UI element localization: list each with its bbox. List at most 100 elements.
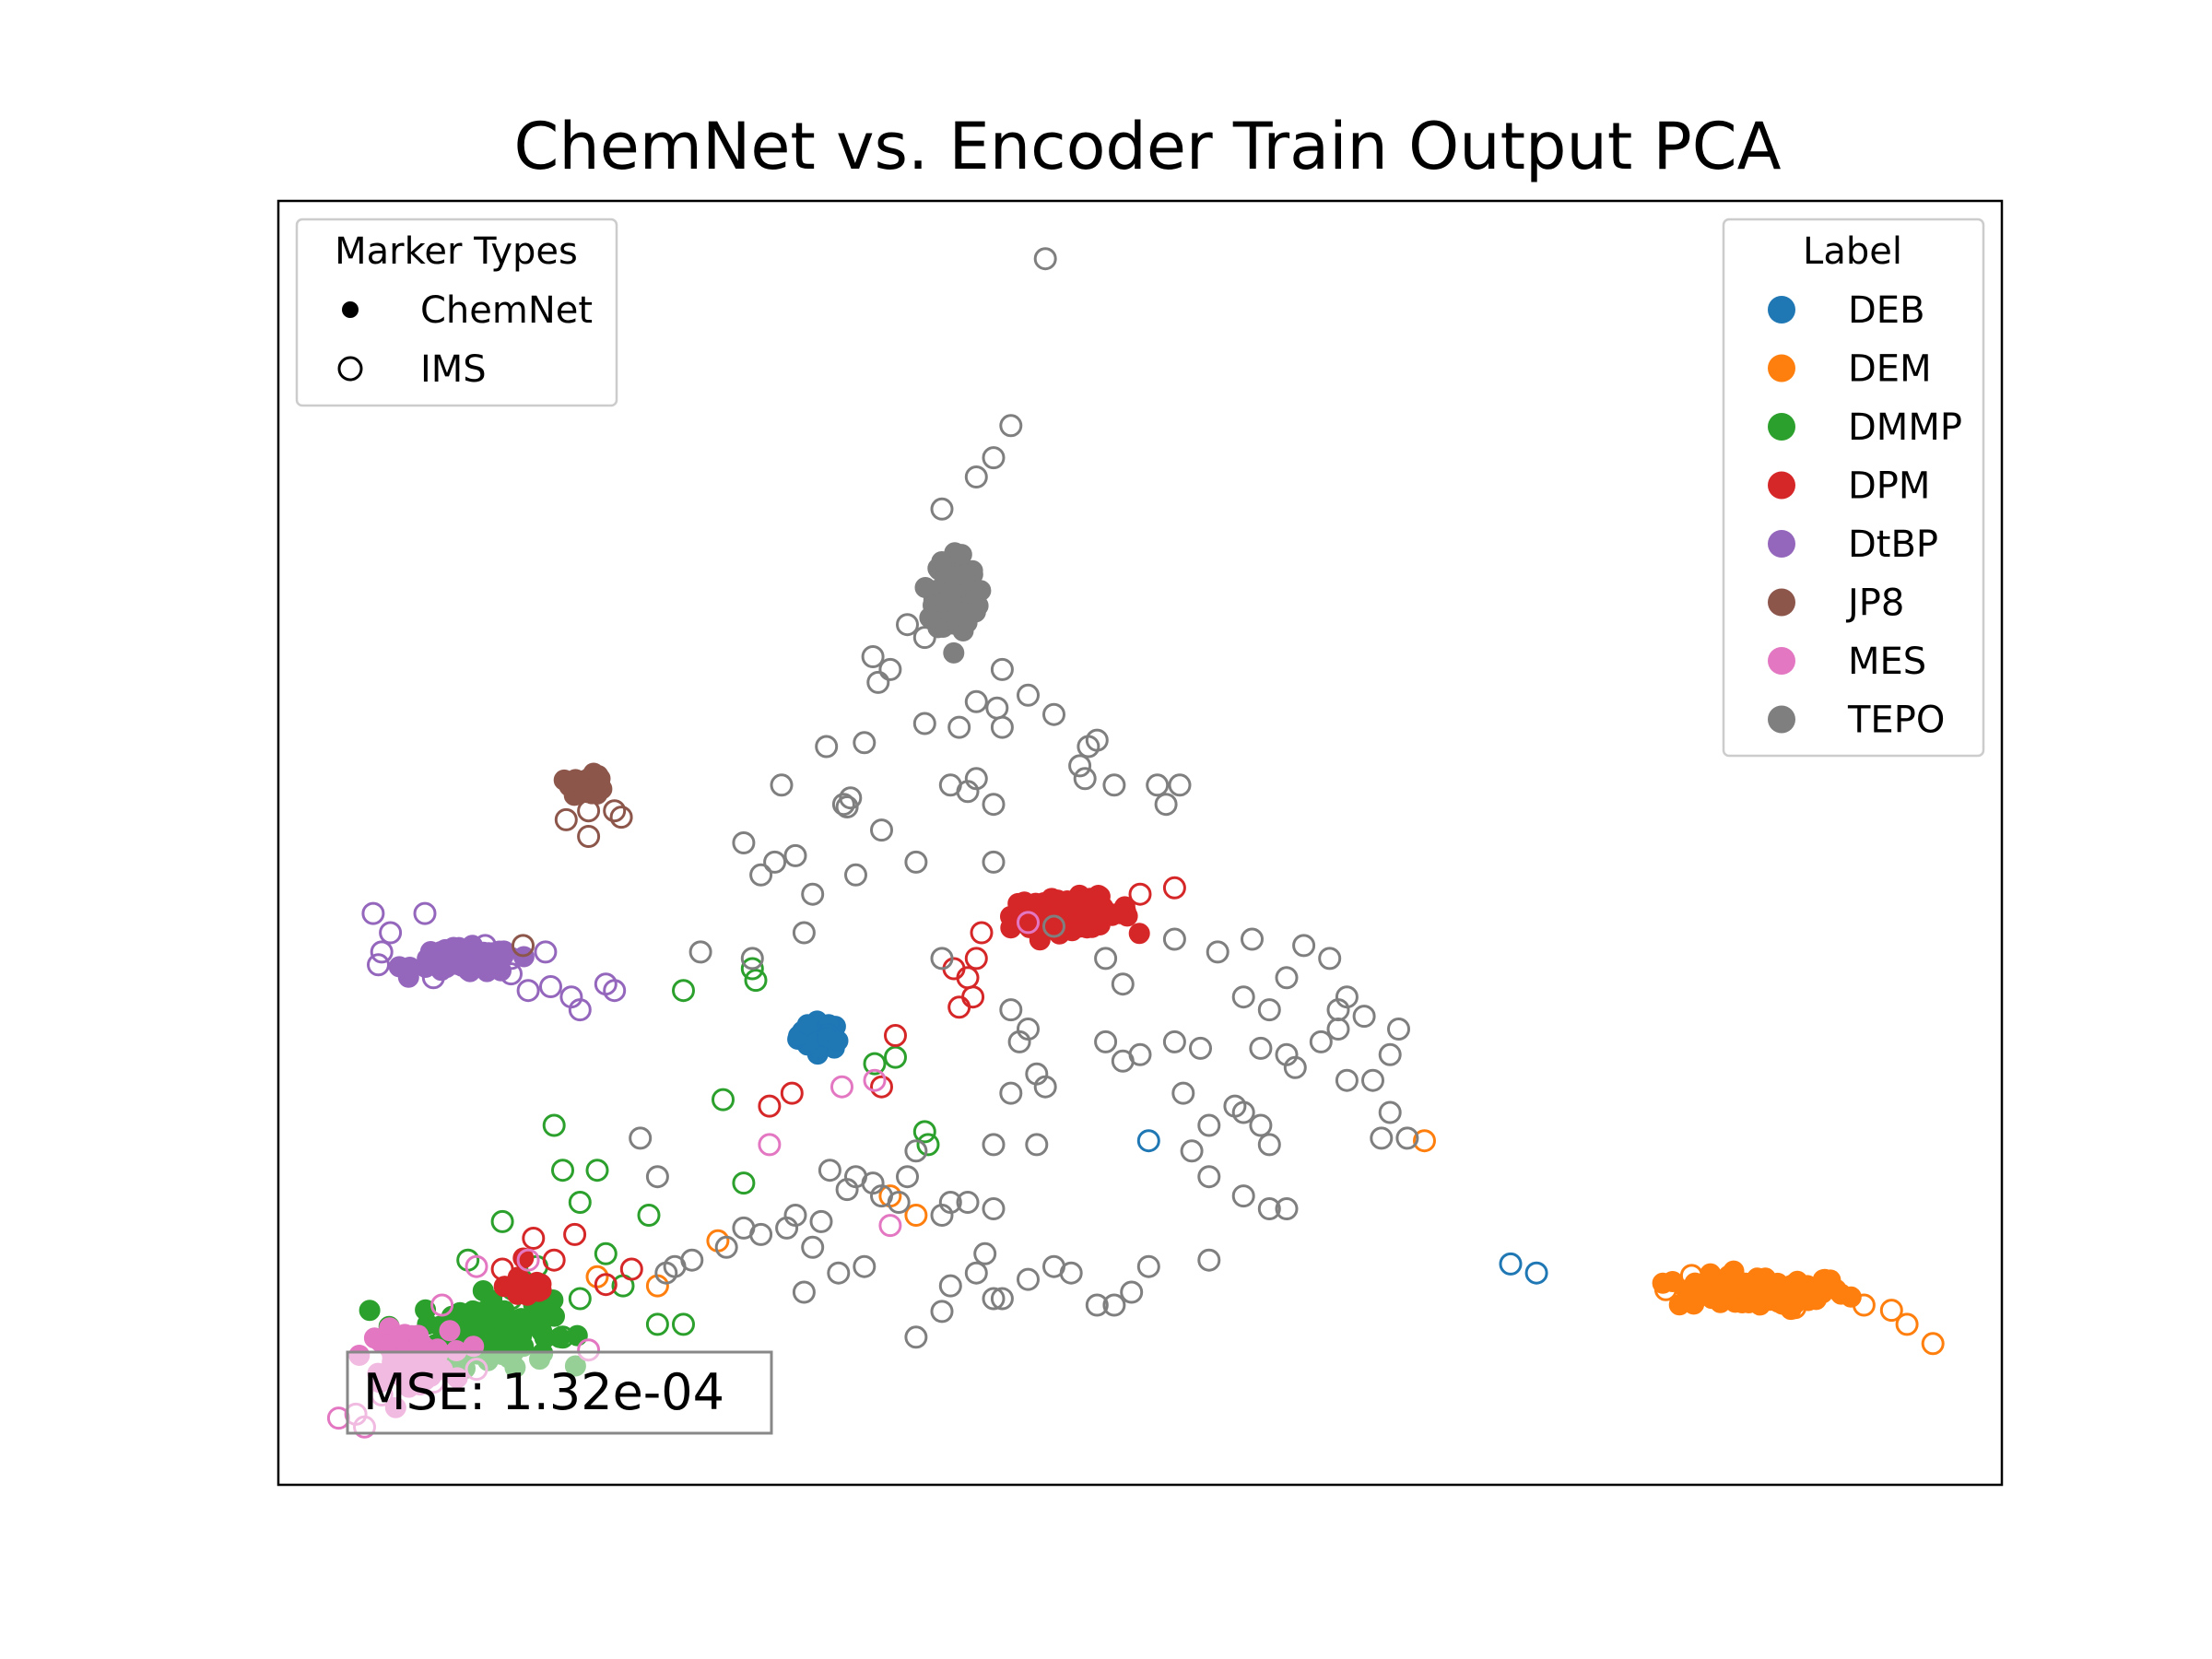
ims-point-tepo [663,1254,687,1278]
ims-point-tepo [1352,1005,1376,1029]
ims-point-tepo [1102,1293,1126,1317]
ims-point-jp8 [554,807,578,831]
ims-point-tepo [1162,1030,1186,1053]
ims-point-tepo [740,947,764,971]
ims-point-dpm [780,1081,804,1105]
ims-point-mes [830,1075,853,1099]
legend-label-dtbp: DtBP [1848,524,1938,566]
marker-legend-box [295,218,618,407]
ims-point-dmmp [732,1171,756,1195]
ims-point-tepo [1249,1036,1273,1060]
ims-point-dem [1879,1299,1903,1323]
chemnet-point-tepo [970,580,992,602]
ims-point-dpm [758,1094,782,1118]
ims-point-tepo [973,1241,997,1265]
ims-point-tepo [1094,1030,1118,1053]
ims-point-tepo [896,613,919,637]
ims-point-tepo [1257,1197,1281,1220]
ims-point-tepo [629,1126,653,1150]
ims-point-dmmp [594,1241,618,1265]
legend-swatch-mes [1768,647,1795,675]
mse-annotation-text: MSE: 1.32e-04 [363,1363,724,1421]
legend-label-dpm: DPM [1848,465,1930,508]
ims-point-tepo [1085,1293,1109,1317]
ims-point-jp8 [577,825,601,848]
chemnet-point-dpm [1097,901,1119,924]
ims-point-tepo [749,863,773,887]
ims-point-dpm [542,1248,566,1272]
ims-point-tepo [930,497,954,521]
ims-point-tepo [1146,773,1170,797]
ims-point-tepo [870,818,893,842]
ims-point-tepo [1309,1030,1333,1053]
hollow-marker-icon [337,356,363,382]
ims-point-tepo [930,1300,954,1324]
ims-point-tepo [990,1287,1014,1311]
ims-point-tepo [866,670,890,694]
ims-point-tepo [938,773,962,797]
legend-swatch-dem [1768,354,1795,382]
chemnet-point-deb [827,1030,849,1052]
chemnet-point-dmmp [529,1314,551,1336]
chemnet-point-tepo [919,606,941,629]
chemnet-point-dem [1652,1272,1674,1294]
legend-swatch-dmmp [1768,413,1795,441]
ims-point-dtbp [361,901,385,925]
ims-point-tepo [904,1325,928,1349]
legend-swatch-deb [1768,296,1795,324]
ims-point-dem [585,1265,609,1288]
label-legend-box [1722,218,1985,758]
ims-point-tepo [1395,1126,1419,1150]
ims-point-tepo [1335,1068,1359,1092]
ims-point-dpm [563,1222,587,1246]
ims-point-tepo [1241,927,1264,951]
chemnet-point-dmmp [566,1324,588,1347]
ims-point-tepo [1120,1280,1144,1304]
filled-marker-icon [342,301,359,318]
ims-point-dpm [961,985,985,1009]
ims-point-tepo [964,1261,988,1285]
ims-point-tepo [999,998,1023,1022]
ims-point-tepo [792,921,816,945]
ims-point-dtbp [379,921,403,945]
ims-point-tepo [938,1274,962,1298]
chemnet-point-tepo [914,577,936,598]
ims-point-tepo [999,1081,1023,1105]
ims-point-dmmp [912,1120,936,1144]
ims-point-tepo [818,1159,841,1182]
ims-point-tepo [1073,767,1097,791]
chemnet-point-dmmp [359,1300,381,1322]
legend-label-deb: DEB [1848,289,1925,332]
chemnet-point-dtbp [477,948,500,971]
ims-point-dmmp [740,957,764,981]
ims-point-tepo [645,1165,669,1189]
ims-point-dmmp [542,1113,566,1137]
ims-point-dmmp [744,969,768,993]
ims-point-dpm [594,1273,618,1297]
ims-point-tepo [1189,1036,1212,1060]
ims-point-tepo [1042,1254,1065,1278]
ims-point-tepo [1128,1042,1152,1066]
ims-point-deb [1524,1261,1548,1285]
ims-point-tepo [732,831,756,854]
ims-point-mes [1017,911,1040,935]
ims-point-tepo [1180,1139,1204,1163]
ims-point-dtbp [534,940,558,964]
ims-point-tepo [1025,1133,1049,1157]
ims-point-dtbp [568,998,592,1022]
ims-point-tepo [1111,972,1135,996]
ims-point-tepo [1197,1165,1221,1189]
ims-point-tepo [1231,1100,1255,1124]
chemnet-point-deb [796,1014,818,1036]
series-tepo [629,247,1419,1349]
ims-point-tepo [1094,947,1118,971]
ims-point-tepo [1378,1100,1402,1124]
ims-point-dtbp [603,979,627,1003]
ims-point-tepo [982,446,1006,470]
legend-label-tepo: TEPO [1847,700,1945,742]
ims-point-tepo [853,731,877,755]
chemnet-point-dem [1690,1279,1712,1301]
ims-point-dpm [522,1227,546,1250]
ims-point-tepo [763,850,787,874]
chemnet-point-tepo [931,551,953,572]
